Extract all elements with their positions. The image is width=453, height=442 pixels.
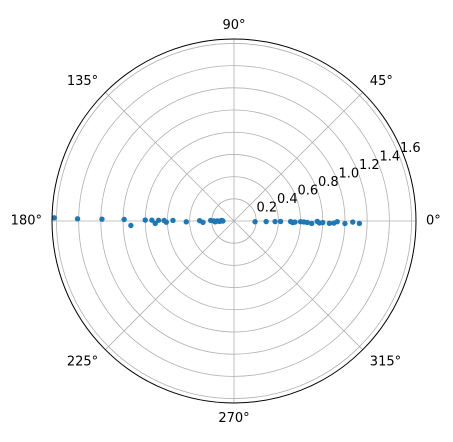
data-point <box>149 217 155 223</box>
angular-gridline-1 <box>233 92 363 222</box>
data-point <box>74 216 81 222</box>
data-point <box>356 220 363 227</box>
r-tick-label-3: 0.8 <box>318 175 339 190</box>
data-point <box>170 217 176 224</box>
data-point <box>263 218 269 225</box>
data-point <box>163 219 170 225</box>
tick-labels: 0° 45° 90° 135° 180° 225° 270° 315° 0.20.40.60.8… <box>11 18 441 426</box>
data-point <box>350 219 356 225</box>
r-tick-label-2: 0.6 <box>298 184 319 199</box>
data-point <box>292 219 298 225</box>
data-point <box>326 220 333 227</box>
data-point <box>277 218 284 225</box>
polar-frame <box>51 38 417 404</box>
data-point <box>183 219 189 225</box>
data-point <box>334 219 340 225</box>
data-point <box>220 218 226 224</box>
data-points <box>51 215 363 229</box>
theta-tick-label-1: 45° <box>370 74 393 89</box>
r-tick-label-1: 0.4 <box>277 192 298 207</box>
data-point <box>272 218 278 225</box>
data-point <box>51 215 57 221</box>
data-point <box>142 217 148 223</box>
angular-gridline-7 <box>233 220 363 350</box>
angular-gridline-5 <box>105 220 235 350</box>
polar-grid <box>52 39 416 403</box>
angular-gridline-3 <box>105 92 235 222</box>
data-point <box>155 217 162 224</box>
data-point <box>308 220 315 227</box>
data-point <box>121 216 127 223</box>
theta-tick-label-4: 180° <box>11 214 42 229</box>
r-tick-label-4: 1.0 <box>339 167 360 182</box>
data-point <box>200 219 206 226</box>
data-point <box>99 216 105 222</box>
r-tick-label-7: 1.6 <box>400 141 421 156</box>
data-point <box>252 219 258 225</box>
theta-tick-label-7: 315° <box>370 355 401 370</box>
theta-tick-label-5: 225° <box>67 355 98 370</box>
data-point <box>342 220 348 227</box>
r-tick-label-5: 1.2 <box>359 158 380 173</box>
data-point <box>304 219 310 226</box>
theta-tick-label-3: 135° <box>67 74 98 89</box>
r-tick-label-0: 0.2 <box>257 201 278 216</box>
data-point <box>320 219 326 226</box>
r-tick-label-6: 1.4 <box>380 150 401 165</box>
data-point <box>128 222 134 229</box>
theta-tick-label-0: 0° <box>426 214 441 229</box>
theta-tick-label-2: 90° <box>222 18 245 33</box>
theta-tick-label-6: 270° <box>218 411 249 426</box>
